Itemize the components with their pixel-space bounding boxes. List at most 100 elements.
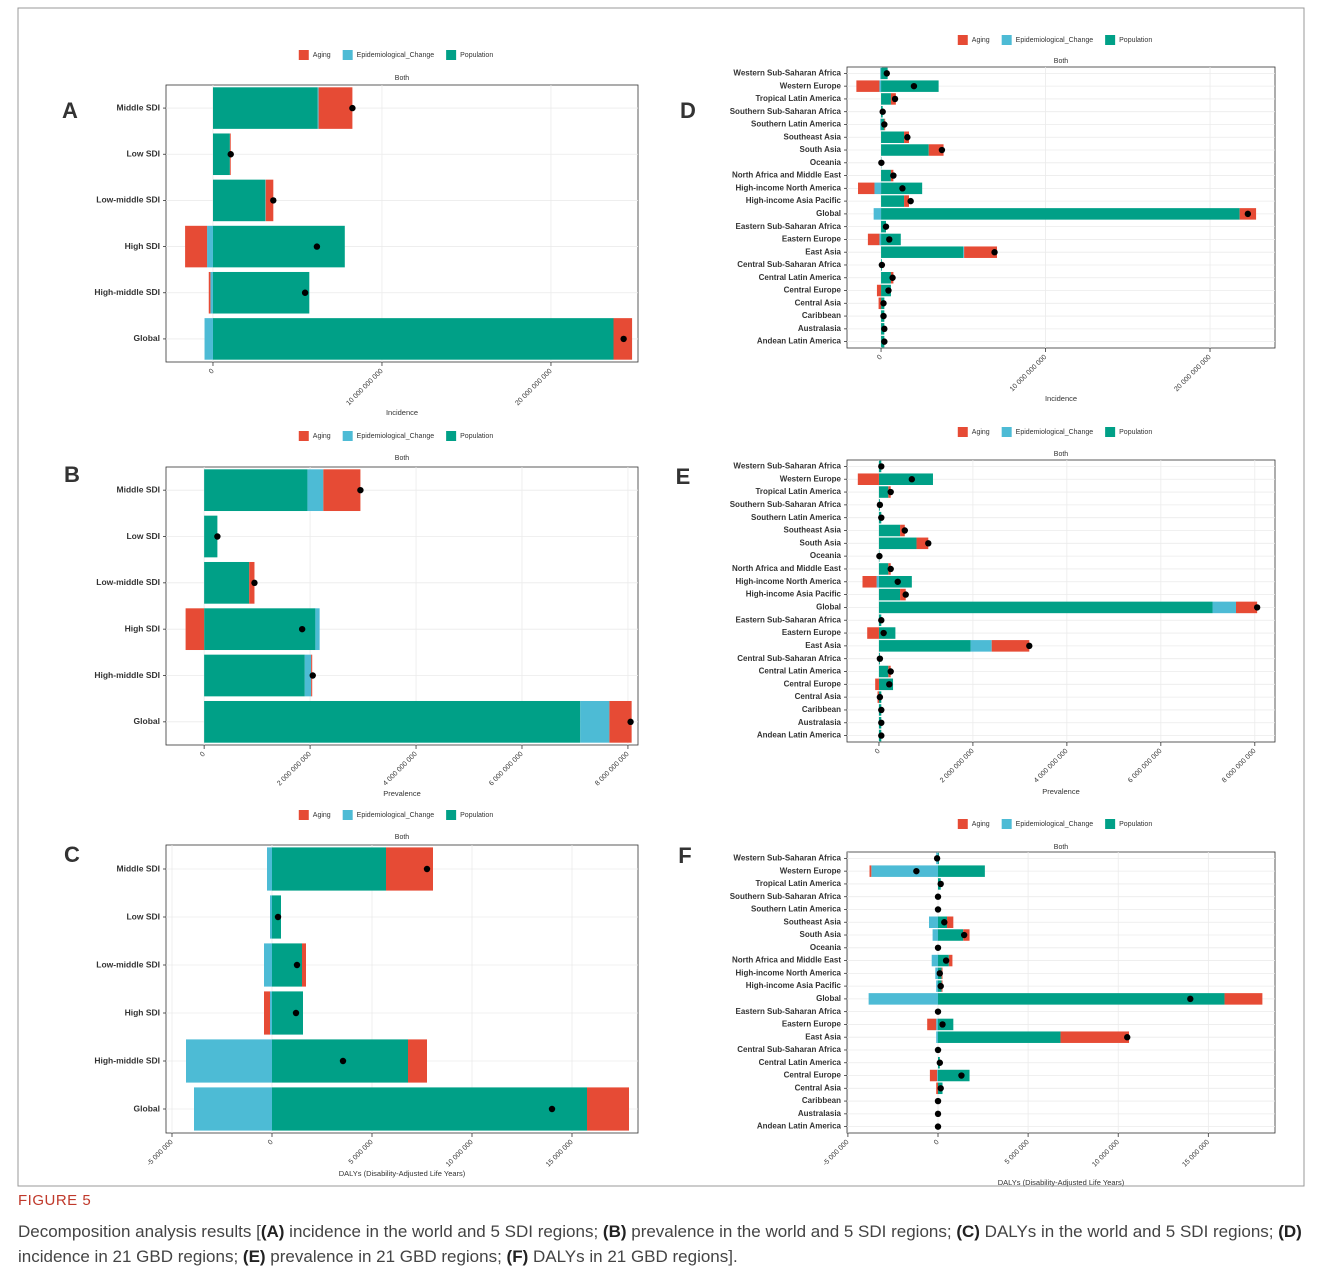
legend-label: Population — [460, 812, 493, 819]
y-tick-label: Western Europe — [780, 81, 842, 90]
legend-label: Epidemiological_Change — [1016, 37, 1094, 44]
bar-segment — [302, 943, 306, 987]
bar-segment — [938, 1069, 970, 1082]
y-tick-label: Global — [816, 994, 841, 1003]
y-tick-label: Middle SDI — [117, 863, 160, 873]
caption-part: Decomposition analysis results [ — [18, 1222, 261, 1241]
x-tick-label: 0 — [267, 1139, 275, 1147]
bar-segment — [609, 700, 632, 743]
bar-segment — [881, 93, 891, 105]
bar-segment — [272, 847, 386, 891]
total-point — [298, 625, 306, 633]
bar-segment — [1224, 993, 1263, 1005]
bar-segment — [880, 118, 882, 131]
x-tick-label: 20 000 000 000 — [514, 368, 553, 407]
bar-segment — [878, 473, 933, 485]
y-tick-label: Australasia — [798, 1109, 842, 1118]
legend-swatch — [298, 810, 309, 820]
total-point — [881, 121, 888, 128]
bar-segment — [929, 1069, 938, 1082]
strip-title: Both — [1054, 451, 1069, 458]
legend-swatch — [957, 819, 968, 829]
legend-label: Epidemiological_Change — [1016, 821, 1094, 828]
bar-segment — [270, 895, 272, 939]
total-point — [907, 197, 914, 205]
strip-title: Both — [395, 455, 410, 462]
y-tick-label: Eastern Europe — [782, 1020, 842, 1029]
total-point — [1253, 604, 1261, 611]
y-tick-label: Tropical Latin America — [755, 94, 841, 103]
y-tick-label: Southern Latin America — [751, 120, 841, 129]
caption-part: (B) — [602, 1222, 627, 1241]
bar-segment — [873, 208, 882, 220]
bar-segment — [871, 865, 939, 877]
bar-segment — [857, 473, 879, 485]
total-point — [878, 514, 885, 521]
y-tick-label: High SDI — [125, 623, 160, 633]
bar-segment — [878, 297, 882, 310]
x-axis-title: Prevalence — [383, 789, 421, 798]
y-tick-label: Eastern Europe — [782, 628, 842, 637]
x-axis-title: Prevalence — [1042, 787, 1080, 796]
bar-segment — [264, 943, 272, 987]
x-tick-label: 4 000 000 000 — [1033, 748, 1070, 785]
plot-background — [846, 459, 1276, 743]
legend: Aging Epidemiological_Change Population — [298, 810, 493, 820]
legend-swatch — [957, 35, 968, 45]
legend-label: Aging — [972, 37, 990, 44]
y-tick-label: High-middle SDI — [94, 1055, 160, 1065]
y-tick-label: High-income North America — [736, 577, 842, 586]
bar-segment — [867, 627, 879, 639]
bar-segment — [928, 144, 944, 156]
y-tick-label: Western Sub-Saharan Africa — [733, 68, 841, 77]
x-tick-label: 8 000 000 000 — [1221, 748, 1258, 785]
x-tick-label: 0 — [199, 751, 207, 759]
total-point — [301, 289, 309, 296]
bar-segment — [881, 272, 891, 284]
legend-label: Aging — [313, 433, 331, 440]
bar-segment — [204, 608, 316, 651]
bar-segment — [938, 929, 964, 941]
x-tick-label: 2 000 000 000 — [939, 748, 976, 785]
total-point — [879, 108, 886, 115]
total-point — [934, 1123, 942, 1130]
total-point — [886, 681, 893, 688]
y-tick-label: Central Sub-Saharan Africa — [737, 260, 841, 269]
bar-segment — [881, 131, 905, 143]
bar-segment — [936, 980, 939, 992]
y-tick-label: North Africa and Middle East — [732, 564, 841, 573]
bar-segment — [904, 195, 910, 207]
bar-segment — [858, 182, 875, 195]
panel-letter: A — [62, 98, 78, 123]
legend-swatch — [1001, 819, 1012, 829]
plot-background — [846, 66, 1276, 349]
bar-segment — [936, 1082, 939, 1095]
y-tick-label: Central Europe — [784, 286, 842, 295]
bar-segment — [991, 640, 1030, 652]
bar-segment — [1236, 601, 1258, 614]
y-tick-label: Central Europe — [784, 1071, 842, 1080]
bar-segment — [204, 654, 305, 697]
bar-segment — [876, 284, 882, 297]
bar-segment — [185, 225, 208, 268]
total-point — [936, 970, 944, 977]
total-point — [886, 236, 893, 243]
caption-part: prevalence in the world and 5 SDI region… — [626, 1222, 957, 1241]
total-point — [883, 70, 891, 77]
x-tick-label: 20 000 000 000 — [1173, 354, 1212, 393]
legend-swatch — [446, 431, 457, 441]
bar-segment — [938, 993, 1225, 1005]
total-point — [894, 578, 901, 585]
total-point — [934, 893, 942, 900]
total-point — [627, 718, 634, 726]
bar-segment — [963, 246, 965, 258]
total-point — [934, 1110, 942, 1118]
legend-swatch — [1001, 35, 1012, 45]
total-point — [878, 159, 885, 166]
total-point — [357, 486, 364, 494]
total-point — [876, 655, 884, 662]
bar-segment — [323, 469, 361, 512]
y-tick-label: Southeast Asia — [784, 132, 842, 141]
legend-swatch — [342, 810, 353, 820]
caption-part: (D) — [1278, 1222, 1302, 1241]
